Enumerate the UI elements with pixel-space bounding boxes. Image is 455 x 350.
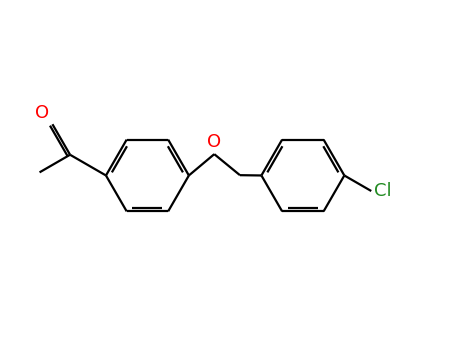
Text: Cl: Cl [374, 182, 392, 200]
Text: O: O [35, 104, 50, 122]
Text: O: O [207, 133, 221, 151]
